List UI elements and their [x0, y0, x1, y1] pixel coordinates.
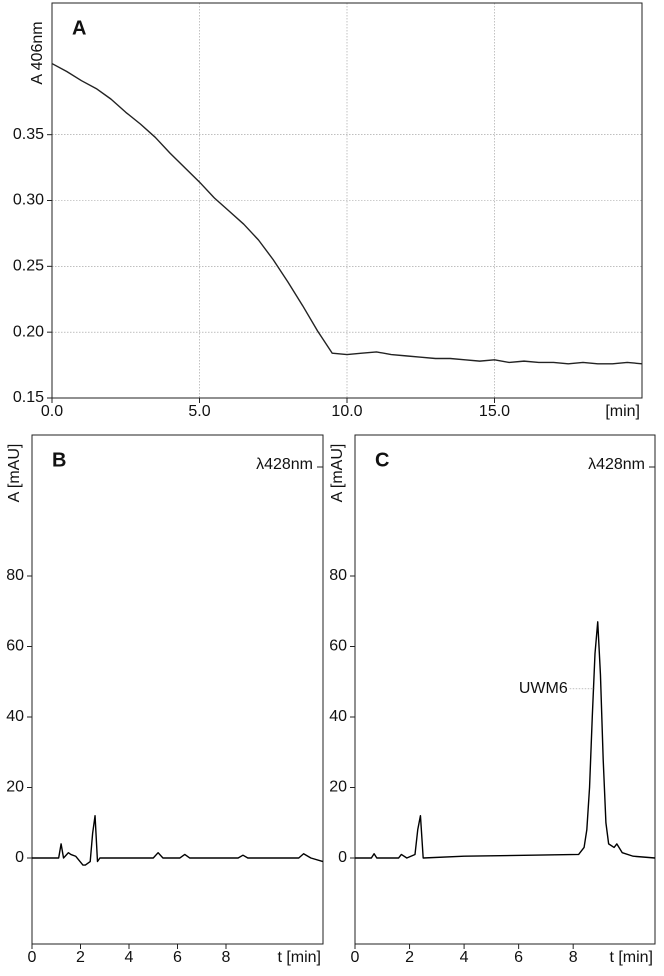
x-tick-label: 5.0: [188, 403, 210, 420]
wavelength-label: λ428nm: [588, 456, 645, 473]
x-tick-label: 15.0: [479, 403, 510, 420]
trace: [51, 62, 643, 365]
y-tick-label: 0.20: [13, 323, 44, 340]
y-tick-label: 0: [338, 849, 347, 866]
panel-label: A: [72, 17, 86, 39]
y-tick-label: 0.25: [13, 258, 44, 275]
y-tick-label: 0: [15, 849, 24, 866]
panel-label: B: [52, 449, 66, 471]
x-tick-label: 0.0: [41, 403, 63, 420]
y-tick-label: 40: [329, 708, 347, 725]
x-tick-label: 4: [460, 949, 469, 966]
x-axis-label: t [min]: [609, 949, 653, 966]
y-tick-label: 60: [6, 638, 24, 655]
annotation: UWM6: [519, 680, 568, 697]
y-axis-label: A [mAU]: [329, 444, 346, 503]
y-axis-label: A [mAU]: [6, 444, 23, 503]
plot-frame: [31, 434, 324, 945]
x-tick-label: 8: [222, 949, 231, 966]
x-tick-label: 0: [28, 949, 37, 966]
x-tick-label: 8: [569, 949, 578, 966]
wavelength-label: λ428nm: [256, 456, 313, 473]
trace: [355, 621, 656, 859]
x-axis-label: t [min]: [277, 949, 321, 966]
y-tick-label: 40: [6, 708, 24, 725]
y-tick-label: 60: [329, 638, 347, 655]
y-axis-label: A 406nm: [29, 21, 46, 84]
x-tick-label: 4: [125, 949, 134, 966]
y-tick-label: 0.15: [13, 389, 44, 406]
panel-label: C: [375, 449, 389, 471]
y-tick-label: 20: [329, 779, 347, 796]
y-tick-label: 0.35: [13, 126, 44, 143]
y-tick-label: 80: [329, 567, 347, 584]
x-tick-label: 10.0: [331, 403, 362, 420]
plot-frame: [354, 434, 656, 945]
x-tick-label: 6: [514, 949, 523, 966]
x-tick-label: 2: [405, 949, 414, 966]
y-tick-label: 80: [6, 567, 24, 584]
y-tick-label: 0.30: [13, 192, 44, 209]
x-axis-label: [min]: [605, 403, 640, 420]
x-tick-label: 0: [351, 949, 360, 966]
plot-frame: [51, 2, 643, 399]
trace: [32, 814, 324, 866]
y-tick-label: 20: [6, 779, 24, 796]
x-tick-label: 2: [76, 949, 85, 966]
x-tick-label: 6: [173, 949, 182, 966]
